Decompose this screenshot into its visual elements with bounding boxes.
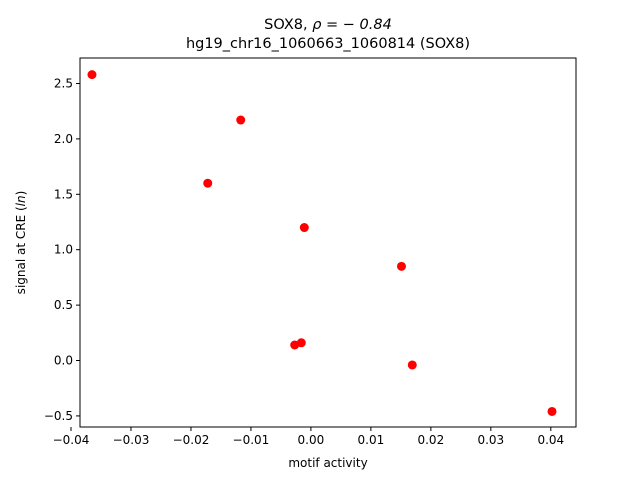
y-tick-label: 1.0: [54, 243, 73, 257]
y-tick-label: 0.5: [54, 298, 73, 312]
data-point: [203, 178, 213, 188]
data-point: [547, 406, 557, 416]
y-tick-label: 0.0: [54, 354, 73, 368]
data-points: [87, 70, 557, 416]
data-point: [236, 115, 246, 125]
x-tick-label: 0.00: [298, 433, 325, 447]
x-tick-label: −0.03: [113, 433, 150, 447]
plot-area-frame: [79, 57, 577, 428]
x-tick-label: 0.03: [477, 433, 504, 447]
x-tick-label: −0.04: [53, 433, 90, 447]
y-axis-label-italic: ln: [14, 195, 28, 206]
y-tick-label: −0.5: [44, 409, 73, 423]
axis-ticks: −0.04 −0.03 −0.02 −0.01 0.00 0.01 0.02 0.03 0.04…: [44, 76, 564, 447]
y-tick-label: 1.5: [54, 187, 73, 201]
y-axis-label-prefix: signal at CRE (: [14, 206, 28, 294]
chart-title-line2: hg19_chr16_1060663_1060814 (SOX8): [186, 36, 470, 52]
chart-title-rho: ρ = − 0.84: [312, 17, 392, 33]
y-tick-label: 2.5: [54, 76, 73, 90]
y-tick-label: 2.0: [54, 132, 73, 146]
data-point: [299, 223, 309, 233]
data-point: [296, 338, 306, 348]
x-tick-label: 0.02: [417, 433, 444, 447]
x-tick-label: 0.04: [537, 433, 564, 447]
data-point: [87, 70, 97, 80]
chart-title-line1: SOX8, ρ = − 0.84: [264, 17, 392, 33]
x-tick-label: −0.01: [233, 433, 270, 447]
y-axis-label-suffix: ): [14, 191, 28, 196]
data-point: [396, 261, 406, 271]
y-axis-label: signal at CRE (ln): [14, 191, 28, 295]
x-tick-label: −0.02: [173, 433, 210, 447]
chart-title-prefix: SOX8,: [264, 17, 312, 33]
x-axis-label: motif activity: [288, 456, 367, 470]
data-point: [407, 360, 417, 370]
x-tick-label: 0.01: [358, 433, 385, 447]
